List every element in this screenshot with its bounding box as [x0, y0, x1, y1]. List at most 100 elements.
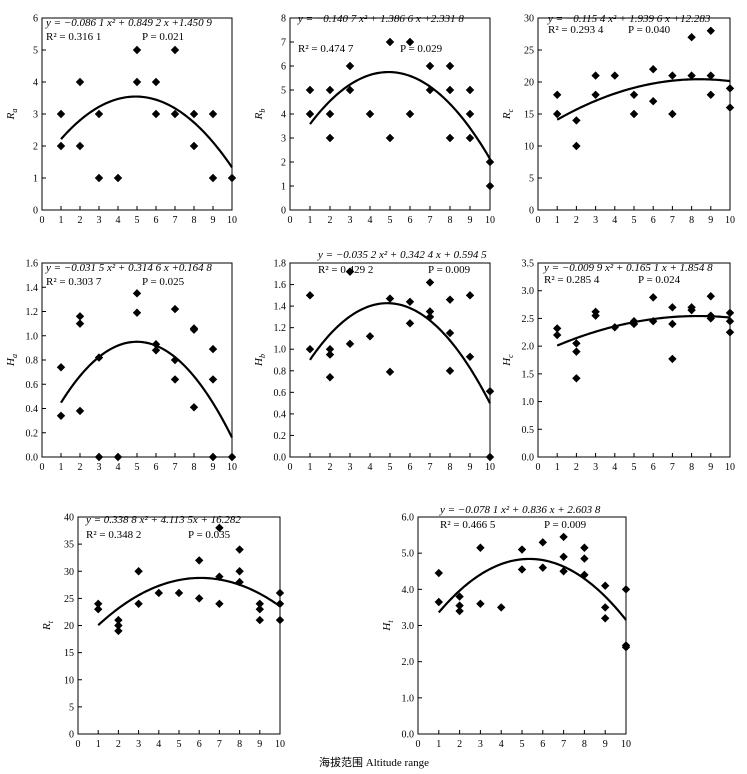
y-axis-label-main: H — [381, 622, 393, 632]
x-tick-label: 1 — [59, 462, 64, 473]
y-tick-label: 3.0 — [402, 621, 415, 632]
data-point — [706, 292, 715, 301]
x-tick-label: 5 — [632, 462, 637, 473]
y-tick-label: 1.0 — [26, 331, 39, 342]
data-point — [305, 345, 315, 354]
y-tick-label: 1.0 — [402, 693, 415, 704]
figure-x-axis-label: 海拔范围 Altitude range — [319, 755, 429, 769]
data-point — [94, 605, 103, 614]
x-tick-label: 4 — [499, 739, 504, 750]
data-point — [405, 297, 415, 306]
y-tick-label: 25 — [64, 594, 74, 605]
x-tick-label: 5 — [135, 462, 140, 473]
x-tick-label: 2 — [457, 739, 462, 750]
data-point — [434, 568, 443, 578]
data-point — [465, 109, 475, 119]
y-axis-label-subscript: b — [258, 354, 267, 358]
y-tick-label: 2 — [33, 142, 38, 153]
data-point — [553, 324, 562, 333]
y-tick-label: 1.8 — [274, 259, 287, 270]
r-squared-label: R² = 0.293 4 — [548, 24, 604, 36]
p-value-label: P = 0.040 — [628, 24, 671, 36]
x-tick-label: 8 — [448, 462, 453, 473]
data-point — [668, 109, 677, 119]
data-point — [255, 605, 264, 614]
data-point — [208, 375, 218, 384]
data-point — [455, 606, 464, 616]
data-point — [325, 350, 335, 359]
x-tick-label: 8 — [448, 215, 453, 226]
y-tick-label: 6 — [281, 62, 286, 73]
x-tick-label: 2 — [574, 215, 579, 226]
y-tick-label: 10 — [524, 142, 534, 153]
x-tick-label: 2 — [116, 739, 121, 750]
data-point — [208, 452, 218, 462]
data-point — [601, 603, 610, 612]
data-point — [485, 387, 495, 396]
x-tick-label: 0 — [536, 215, 541, 226]
y-axis-label-subscript: b — [258, 109, 267, 113]
y-axis-label: Ht — [381, 620, 395, 632]
y-tick-label: 4.0 — [402, 585, 415, 596]
x-tick-label: 8 — [582, 739, 587, 750]
data-point — [275, 599, 285, 608]
data-point — [255, 615, 264, 625]
fit-equation: y = 0.338 8 x² + 4.113 5x + 16.282 — [85, 514, 241, 526]
fit-curve — [437, 557, 627, 621]
fit-equation: y = −0.086 1 x² + 0.849 2 x +1.450 9 — [45, 17, 212, 29]
y-tick-label: 0 — [529, 206, 534, 217]
x-tick-label: 6 — [540, 739, 545, 750]
data-point — [170, 355, 180, 365]
x-tick-label: 2 — [574, 462, 579, 473]
y-tick-label: 1.5 — [522, 369, 535, 380]
data-point — [385, 294, 395, 303]
data-point — [208, 344, 218, 354]
data-point — [151, 340, 161, 349]
data-point — [189, 325, 199, 334]
x-tick-label: 2 — [328, 215, 333, 226]
x-tick-label: 9 — [468, 462, 473, 473]
y-axis-label-subscript: c — [506, 354, 515, 358]
y-tick-label: 4 — [281, 110, 286, 121]
y-axis-label-subscript: a — [10, 109, 19, 113]
r-squared-label: R² = 0.348 2 — [86, 529, 141, 541]
y-axis-label-main: R — [501, 112, 513, 120]
y-tick-label: 0.5 — [522, 425, 535, 436]
x-tick-label: 10 — [485, 215, 495, 226]
data-point — [365, 109, 375, 119]
data-point — [255, 599, 264, 608]
data-point — [465, 291, 475, 300]
data-point — [94, 109, 104, 119]
data-point — [629, 90, 639, 99]
data-point — [154, 588, 163, 598]
x-tick-label: 4 — [612, 462, 617, 473]
y-tick-label: 0.6 — [274, 388, 287, 399]
data-point — [151, 109, 161, 119]
x-tick-label: 2 — [78, 462, 83, 473]
data-point — [725, 103, 735, 112]
data-point — [649, 317, 658, 326]
r-squared-label: R² = 0.316 1 — [46, 31, 101, 43]
p-value-label: P = 0.024 — [638, 274, 681, 286]
data-point — [706, 314, 715, 323]
data-point — [405, 109, 415, 119]
data-point — [275, 615, 285, 625]
x-tick-label: 1 — [59, 215, 64, 226]
data-point — [75, 406, 85, 416]
x-tick-label: 3 — [348, 462, 353, 473]
p-value-label: P = 0.009 — [428, 264, 471, 276]
x-tick-label: 3 — [593, 462, 598, 473]
x-tick-label: 8 — [689, 462, 694, 473]
x-tick-label: 0 — [288, 215, 293, 226]
data-point — [385, 133, 395, 143]
x-tick-label: 5 — [520, 739, 525, 750]
x-tick-label: 8 — [237, 739, 242, 750]
x-tick-label: 1 — [555, 462, 560, 473]
x-tick-label: 5 — [388, 462, 393, 473]
fit-equation: y = −0.140 7 x² + 1.386 6 x +2.331 8 — [297, 13, 464, 25]
panel-rt: 0 1 2 3 4 5 6 7 8 9 10 0 5 10 15 20 25 30 35 40 Rt y = 0.338 … — [41, 513, 285, 751]
data-point — [517, 545, 527, 554]
data-point — [365, 332, 375, 341]
data-point — [174, 588, 184, 598]
